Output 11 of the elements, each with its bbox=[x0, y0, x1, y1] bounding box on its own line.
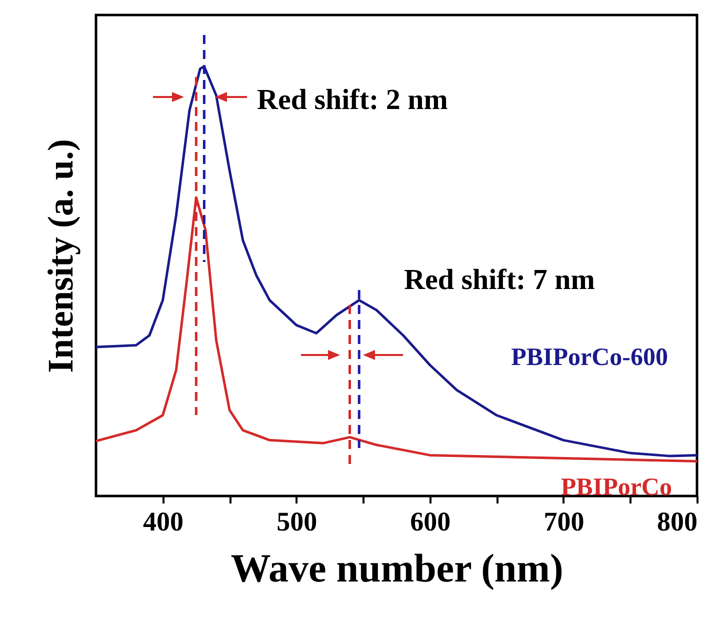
x-tick-label: 400 bbox=[143, 506, 184, 536]
annotation: Red shift: 7 nm bbox=[404, 264, 595, 296]
x-tick-label: 500 bbox=[276, 506, 318, 536]
series-label: PBIPorCo-600 bbox=[511, 344, 668, 371]
annotation: Red shift: 2 nm bbox=[257, 84, 448, 116]
x-tick-label: 700 bbox=[544, 506, 584, 536]
x-axis-title: Wave number (nm) bbox=[230, 546, 564, 590]
x-tick-label: 600 bbox=[410, 506, 451, 536]
x-tick-label: 800 bbox=[657, 506, 698, 536]
series-label: PBIPorCo bbox=[560, 474, 672, 501]
y-axis-title: Intensity (a. u.) bbox=[40, 138, 80, 374]
